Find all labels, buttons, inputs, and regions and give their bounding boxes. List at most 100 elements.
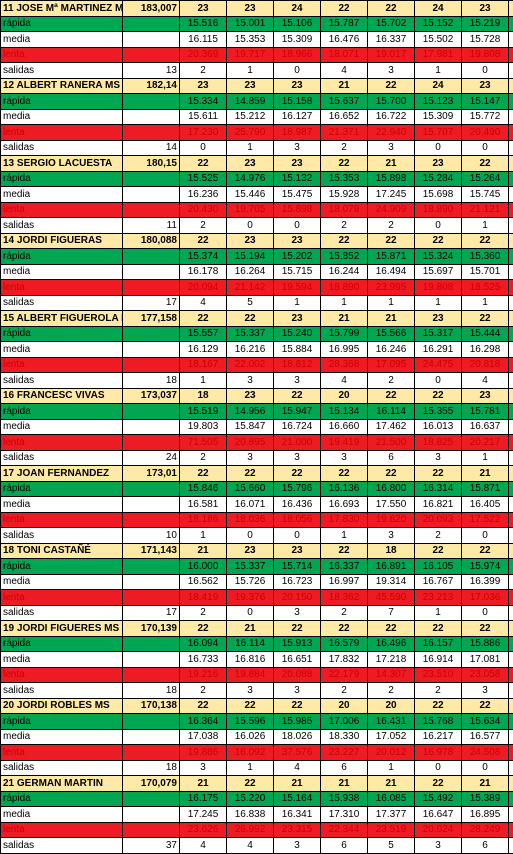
salidas-val: 2 xyxy=(321,605,368,621)
lenta-val: 23.617 xyxy=(509,822,513,838)
salidas-val: 6 xyxy=(321,838,368,854)
player-header-val: 22 xyxy=(415,543,462,559)
lenta-val: 37.576 xyxy=(274,745,321,761)
salidas-val: 1 xyxy=(368,295,415,311)
salidas-count: 18 xyxy=(123,683,180,699)
player-header-val: 21 xyxy=(321,776,368,792)
salidas-val: 1 xyxy=(227,63,274,79)
rapida-val: 15.152 xyxy=(415,16,462,32)
lenta-val: 23.315 xyxy=(274,822,321,838)
salidas-val: 1 xyxy=(462,450,509,466)
empty xyxy=(123,187,180,203)
empty xyxy=(123,559,180,575)
player-name: 19 JORDI FIGUERES MS xyxy=(1,621,123,637)
empty xyxy=(123,171,180,187)
rapida-val: 15.132 xyxy=(274,171,321,187)
player-header-val: 22 xyxy=(415,233,462,249)
empty xyxy=(123,109,180,125)
salidas-val: 0 xyxy=(180,140,227,156)
player-header-val: 22 xyxy=(180,466,227,482)
media-val: 15.981 xyxy=(509,109,513,125)
media-val: 16.483 xyxy=(509,574,513,590)
player-header-val: 22 xyxy=(509,698,513,714)
media-val: 15.828 xyxy=(509,32,513,48)
empty xyxy=(123,419,180,435)
player-header-val: 22 xyxy=(462,543,509,559)
lenta-val: 17.512 xyxy=(509,47,513,63)
salidas-count: 18 xyxy=(123,760,180,776)
salidas-count: 11 xyxy=(123,218,180,234)
player-header-val: 21 xyxy=(462,466,509,482)
salidas-count: 24 xyxy=(123,450,180,466)
rapida-label: rápida xyxy=(1,636,123,652)
lenta-val: 19.808 xyxy=(415,280,462,296)
player-header-val: 22 xyxy=(321,233,368,249)
empty xyxy=(123,636,180,652)
player-score: 183,007 xyxy=(123,1,180,17)
salidas-val: 0 xyxy=(274,218,321,234)
rapida-val: 15.768 xyxy=(415,714,462,730)
media-label: media xyxy=(1,807,123,823)
lenta-val: 16.092 xyxy=(227,745,274,761)
rapida-val: 14.956 xyxy=(227,404,274,420)
player-score: 170,079 xyxy=(123,776,180,792)
rapida-val: 16.136 xyxy=(321,481,368,497)
salidas-count: 17 xyxy=(123,605,180,621)
salidas-val: 0 xyxy=(227,605,274,621)
salidas-val: 6 xyxy=(462,838,509,854)
empty xyxy=(123,249,180,265)
player-header-val: 22 xyxy=(227,776,274,792)
empty xyxy=(123,791,180,807)
empty xyxy=(123,652,180,668)
rapida-val: 16.000 xyxy=(180,559,227,575)
player-header-val: 22 xyxy=(180,233,227,249)
player-header-val: 22 xyxy=(509,156,513,172)
lenta-val: 18.056 xyxy=(274,512,321,528)
salidas-val: 1 xyxy=(180,373,227,389)
salidas-val: 2 xyxy=(180,218,227,234)
salidas-val: 3 xyxy=(180,760,227,776)
salidas-val: 2 xyxy=(368,683,415,699)
player-name: 15 ALBERT FIGUEROLA MS xyxy=(1,311,123,327)
media-val: 16.693 xyxy=(321,497,368,513)
rapida-val: 15.974 xyxy=(462,559,509,575)
media-val: 17.377 xyxy=(368,807,415,823)
rapida-val: 15.714 xyxy=(274,559,321,575)
lenta-val: 19.017 xyxy=(368,47,415,63)
media-val: 16.997 xyxy=(321,574,368,590)
salidas-val: 4 xyxy=(321,63,368,79)
player-header-val: 22 xyxy=(321,156,368,172)
media-val: 16.494 xyxy=(368,264,415,280)
salidas-label: salidas xyxy=(1,63,123,79)
rapida-label: rápida xyxy=(1,791,123,807)
player-score: 182,14 xyxy=(123,78,180,94)
player-header-val: 22 xyxy=(509,543,513,559)
lenta-val: 19.886 xyxy=(180,745,227,761)
lenta-val: 15.707 xyxy=(415,125,462,141)
salidas-val: 0 xyxy=(227,528,274,544)
media-val: 16.026 xyxy=(227,729,274,745)
player-name: 13 SERGIO LACUESTA xyxy=(1,156,123,172)
salidas-val: 3 xyxy=(274,373,321,389)
media-val: 16.071 xyxy=(227,497,274,513)
rapida-label: rápida xyxy=(1,16,123,32)
player-score: 171,143 xyxy=(123,543,180,559)
media-val: 16.724 xyxy=(274,419,321,435)
salidas-val: 5 xyxy=(368,838,415,854)
salidas-count: 14 xyxy=(123,140,180,156)
empty xyxy=(123,125,180,141)
rapida-val: 16.800 xyxy=(368,481,415,497)
salidas-count: 13 xyxy=(123,63,180,79)
lenta-val: 21.080 xyxy=(509,357,513,373)
media-val: 16.129 xyxy=(180,342,227,358)
salidas-val: 1 xyxy=(415,605,462,621)
empty xyxy=(123,729,180,745)
rapida-val: 15.350 xyxy=(509,94,513,110)
salidas-val: 3 xyxy=(274,450,321,466)
media-val: 16.341 xyxy=(274,807,321,823)
salidas-val: 4 xyxy=(321,373,368,389)
salidas-label: salidas xyxy=(1,838,123,854)
lenta-val: 18.419 xyxy=(180,590,227,606)
salidas-val: 1 xyxy=(321,295,368,311)
media-val: 19.803 xyxy=(180,419,227,435)
